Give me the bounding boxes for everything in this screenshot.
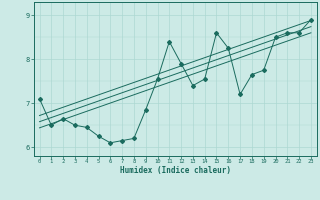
X-axis label: Humidex (Indice chaleur): Humidex (Indice chaleur)	[120, 166, 231, 175]
